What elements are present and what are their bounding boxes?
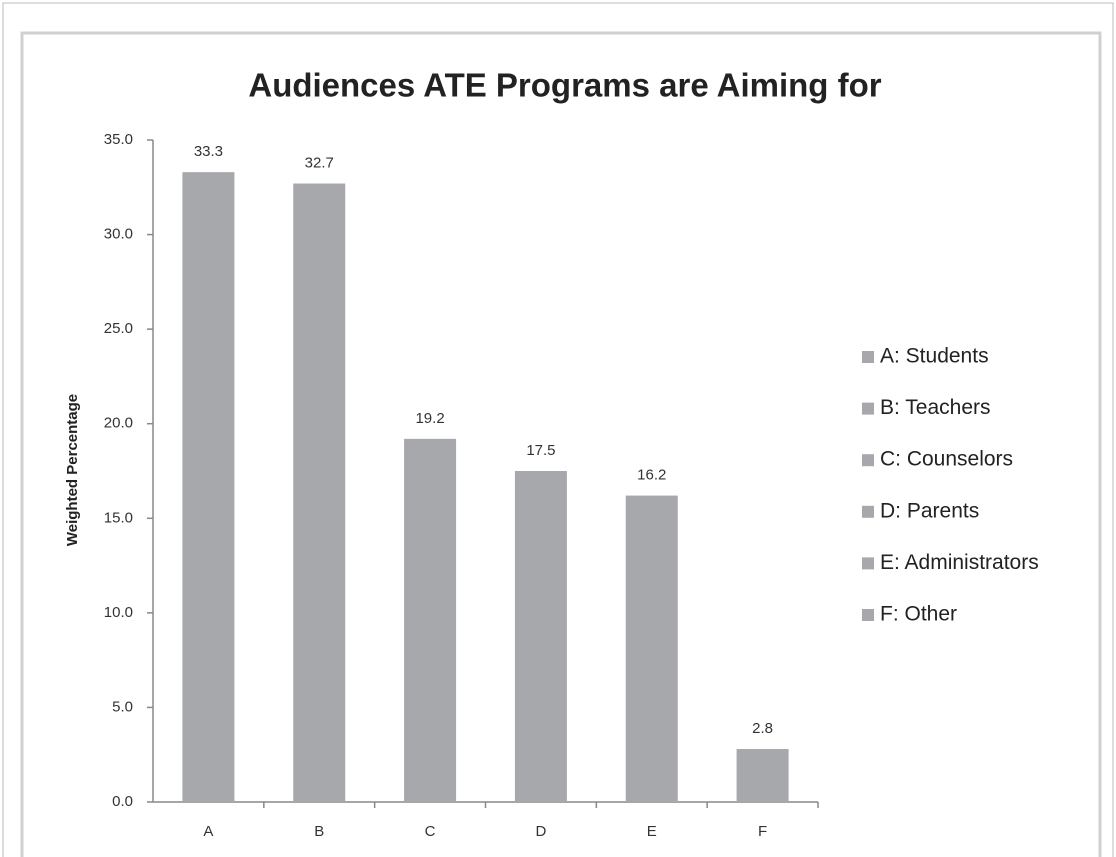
legend-swatch bbox=[862, 609, 874, 621]
bar bbox=[625, 495, 678, 802]
y-tick-label: 5.0 bbox=[112, 698, 133, 715]
data-label: 33.3 bbox=[194, 143, 223, 160]
x-tick-label: A bbox=[203, 823, 213, 840]
y-tick-label: 0.0 bbox=[112, 793, 133, 810]
bar bbox=[182, 172, 235, 802]
x-tick-label: B bbox=[314, 823, 324, 840]
y-axis-label: Weighted Percentage bbox=[64, 394, 81, 546]
y-tick-label: 30.0 bbox=[104, 226, 133, 243]
x-tick-label: F bbox=[758, 823, 767, 840]
y-tick-label: 25.0 bbox=[104, 320, 133, 337]
x-tick-label: D bbox=[535, 823, 546, 840]
chart-title: Audiences ATE Programs are Aiming for bbox=[248, 67, 881, 104]
legend-swatch bbox=[862, 505, 874, 518]
x-tick-label: C bbox=[425, 823, 436, 840]
bar bbox=[404, 438, 457, 802]
legend-swatch bbox=[862, 557, 874, 570]
legend-label: E: Administrators bbox=[880, 551, 1039, 574]
legend-label: F: Other bbox=[880, 603, 957, 626]
legend-label: B: Teachers bbox=[880, 396, 991, 419]
legend-label: C: Counselors bbox=[880, 448, 1013, 471]
bar bbox=[293, 183, 346, 802]
y-tick-label: 20.0 bbox=[104, 415, 133, 432]
legend-swatch bbox=[862, 402, 874, 415]
data-label: 32.7 bbox=[305, 154, 334, 171]
data-label: 2.8 bbox=[752, 720, 773, 737]
data-label: 16.2 bbox=[637, 467, 666, 484]
legend-label: D: Parents bbox=[880, 499, 979, 522]
x-tick-label: E bbox=[647, 823, 657, 840]
legend-label: A: Students bbox=[880, 345, 989, 368]
bar bbox=[736, 749, 789, 802]
data-label: 17.5 bbox=[526, 442, 555, 459]
legend-swatch bbox=[862, 454, 874, 467]
bar bbox=[514, 471, 567, 802]
legend-swatch bbox=[862, 351, 874, 363]
y-tick-label: 35.0 bbox=[104, 131, 133, 148]
y-tick-label: 10.0 bbox=[104, 604, 133, 621]
data-label: 19.2 bbox=[415, 410, 444, 427]
y-tick-label: 15.0 bbox=[104, 509, 133, 526]
